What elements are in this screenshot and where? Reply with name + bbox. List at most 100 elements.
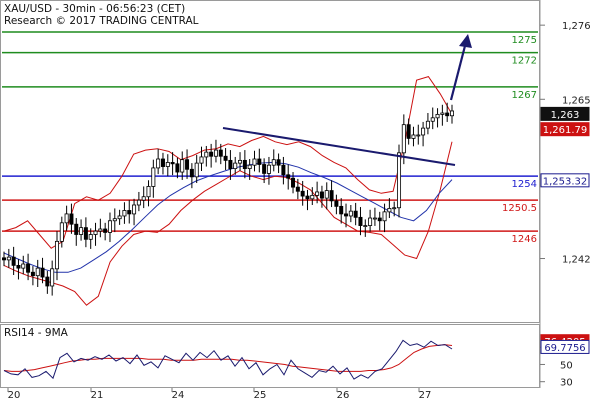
candle [252, 150, 257, 172]
price-tag-box [540, 173, 590, 188]
price-tag-1,263: 1,263 [540, 106, 590, 121]
time-tick-label: 27 [419, 390, 432, 400]
rsi-panel-frame [0, 324, 540, 388]
candle-body [262, 164, 267, 174]
indicator-curves-layer [3, 76, 453, 306]
candle [11, 246, 16, 275]
candle-body [141, 196, 146, 201]
candle [6, 248, 11, 268]
rsi-tick-label: 50 [560, 360, 573, 371]
rsi-line [3, 339, 453, 380]
candle [300, 180, 305, 206]
candle [339, 198, 344, 224]
candle [2, 251, 7, 267]
candle [117, 209, 122, 225]
candle-body [194, 162, 199, 178]
candle-body [377, 217, 382, 222]
candle [276, 153, 281, 174]
candle-body [170, 162, 175, 165]
time-tick-label: 26 [337, 390, 350, 400]
level-label-1267: 1267 [512, 90, 537, 101]
candle-body [175, 163, 180, 173]
level-label-1272: 1272 [512, 56, 537, 67]
candle-body [88, 234, 93, 240]
candle [160, 152, 165, 175]
candle [324, 182, 329, 210]
candle-body [300, 190, 305, 197]
candle-body [213, 149, 218, 157]
candle-body [83, 227, 88, 240]
candle-body [315, 191, 320, 196]
candle-body [69, 213, 74, 225]
candle [141, 186, 146, 209]
candle-body [344, 213, 349, 217]
price-tick-label: 1,265 [562, 95, 590, 106]
candle [368, 209, 373, 232]
candle-body [185, 159, 190, 170]
candle [435, 108, 440, 128]
candle-body [435, 113, 440, 119]
price-tag-text: 1,263 [551, 110, 580, 121]
candle [223, 148, 228, 170]
candle [189, 163, 194, 189]
moving-average-line [3, 161, 453, 273]
candle-body [416, 134, 421, 137]
candle-body [228, 159, 233, 170]
candle-body [421, 127, 426, 136]
candle-body [449, 110, 454, 117]
price-tick-label: 1,276 [562, 21, 590, 32]
candle [421, 121, 426, 147]
candle-body [305, 195, 310, 200]
candle-body [209, 151, 214, 157]
candle-body [247, 164, 252, 170]
candle [315, 181, 320, 204]
candle [377, 211, 382, 231]
rsi-tick-label: 30 [560, 378, 573, 389]
candle-body [266, 164, 271, 174]
candle-body [146, 186, 151, 198]
candle-body [40, 267, 45, 278]
candle [180, 151, 185, 180]
candle-body [151, 167, 156, 187]
candle-body [35, 267, 40, 277]
candle [165, 154, 170, 177]
candle [136, 191, 141, 212]
time-tick-label: 21 [91, 390, 104, 400]
candle-body [107, 220, 112, 233]
candle [54, 231, 59, 281]
candle-body [160, 158, 165, 167]
candle-body [103, 228, 108, 233]
candle-body [6, 256, 11, 261]
candle [64, 205, 69, 231]
candle [194, 154, 199, 184]
time-tick-label: 20 [8, 390, 21, 400]
price-tag-box [540, 122, 590, 137]
candle-body [363, 225, 368, 227]
candle-body [406, 124, 411, 139]
candle-body [233, 162, 238, 170]
candle-body [291, 177, 296, 188]
price-tag-1,261.79: 1,261.79 [540, 122, 590, 137]
candle-body [401, 124, 406, 154]
candle [107, 212, 112, 243]
chart-header-copyright: Research © 2017 TRADING CENTRAL [4, 15, 199, 27]
candle [262, 158, 267, 184]
candle-body [30, 271, 35, 277]
candle-body [252, 158, 257, 166]
candle [440, 104, 445, 126]
trendline [222, 127, 456, 166]
candle [425, 113, 430, 135]
candle [411, 126, 416, 147]
projection-arrow-head [459, 34, 472, 48]
candle [127, 200, 132, 224]
candle-body [324, 190, 329, 199]
rsi-tag-69.7756: 69.7756 [540, 339, 590, 354]
candle [112, 208, 117, 233]
candle [449, 104, 454, 124]
candle [266, 156, 271, 185]
candle-body [189, 168, 194, 178]
candle [344, 203, 349, 228]
candle [286, 164, 291, 190]
candle [291, 172, 296, 194]
